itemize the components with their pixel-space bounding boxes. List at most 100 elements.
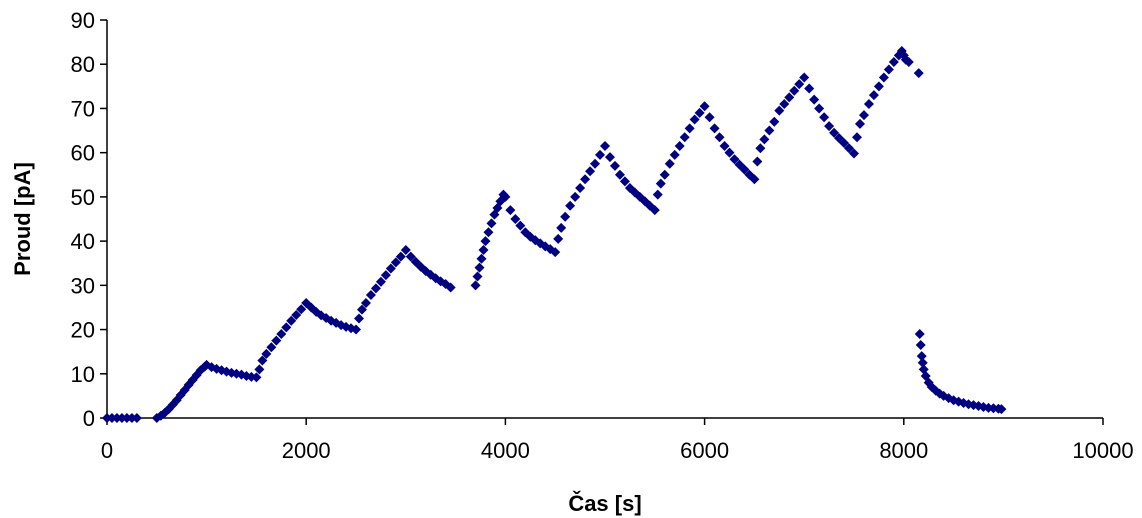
y-tick-label: 60 — [71, 141, 95, 166]
data-point — [749, 174, 760, 185]
data-point — [254, 364, 265, 375]
data-point — [585, 166, 596, 177]
data-point — [704, 112, 715, 123]
data-point — [395, 251, 406, 262]
y-tick-label: 30 — [71, 273, 95, 298]
data-point — [281, 322, 292, 333]
data-point — [996, 404, 1007, 415]
data-point — [565, 200, 576, 211]
data-point — [510, 214, 521, 224]
data-point — [476, 253, 487, 264]
y-axis-title: Proud [pA] — [10, 162, 35, 276]
y-ticks: 0 10 20 30 40 50 60 70 80 90 — [71, 8, 107, 431]
data-point — [483, 227, 494, 238]
data-point — [575, 183, 586, 194]
data-point — [276, 328, 287, 339]
data-point — [873, 81, 884, 92]
data-point — [664, 158, 675, 169]
data-point — [914, 328, 925, 339]
x-ticks: 0 2000 4000 6000 8000 10000 — [101, 418, 1134, 463]
data-point — [764, 125, 775, 136]
data-point — [353, 313, 364, 324]
data-point — [550, 247, 561, 258]
data-point — [729, 154, 740, 165]
data-point — [789, 85, 800, 96]
data-point — [809, 94, 820, 105]
data-point — [883, 64, 894, 75]
data-point — [560, 211, 571, 222]
data-point — [659, 169, 670, 180]
data-point — [365, 290, 376, 301]
y-tick-label: 90 — [71, 8, 95, 33]
data-point — [699, 101, 710, 112]
y-tick-label: 0 — [83, 406, 95, 431]
data-point — [868, 90, 879, 101]
data-point — [819, 112, 830, 123]
data-point — [858, 110, 869, 121]
data-point — [470, 280, 481, 291]
data-point — [774, 105, 785, 116]
data-point — [604, 152, 615, 163]
data-point — [669, 149, 680, 160]
data-point — [849, 148, 859, 159]
data-point — [794, 79, 805, 90]
data-point — [900, 54, 911, 65]
data-point — [799, 72, 810, 83]
data-point — [709, 123, 720, 134]
data-point — [474, 262, 485, 273]
data-point — [486, 218, 497, 229]
data-point — [478, 244, 489, 255]
data-point — [286, 315, 297, 326]
data-point — [595, 149, 606, 160]
data-point — [556, 222, 567, 233]
data-point — [609, 160, 620, 171]
data-point — [724, 147, 735, 158]
data-point — [266, 342, 277, 353]
data-point — [570, 191, 581, 202]
data-point — [851, 132, 862, 143]
data-point — [360, 298, 371, 309]
y-tick-label: 40 — [71, 229, 95, 254]
data-point — [694, 107, 705, 118]
y-tick-label: 70 — [71, 96, 95, 121]
data-point — [915, 340, 926, 351]
y-tick-label: 10 — [71, 362, 95, 387]
data-point — [829, 127, 840, 138]
data-point — [684, 123, 695, 134]
data-point — [903, 57, 914, 68]
data-point — [271, 335, 282, 346]
data-point — [917, 357, 928, 368]
data-point — [380, 270, 391, 281]
data-point — [590, 158, 601, 169]
y-tick-label: 80 — [71, 52, 95, 77]
data-point — [375, 276, 386, 287]
data-point — [445, 282, 456, 293]
data-point — [878, 72, 889, 83]
data-point — [814, 103, 825, 114]
data-point — [769, 116, 780, 127]
data-point — [739, 164, 750, 175]
y-tick-label: 20 — [71, 318, 95, 343]
data-points — [102, 45, 1007, 423]
x-tick-label: 8000 — [879, 438, 928, 463]
data-point — [779, 99, 790, 110]
data-point — [913, 68, 924, 79]
axes — [106, 20, 1103, 419]
data-point — [580, 174, 591, 185]
data-point — [679, 132, 690, 143]
data-point — [261, 348, 272, 359]
data-point — [505, 205, 516, 216]
data-point — [674, 141, 685, 152]
data-point — [356, 304, 367, 315]
data-point — [472, 271, 483, 282]
data-point — [689, 114, 700, 125]
data-point — [400, 244, 411, 255]
data-point — [405, 251, 416, 262]
data-point — [714, 132, 725, 143]
data-point — [652, 189, 663, 200]
data-point — [291, 309, 302, 320]
data-point — [553, 233, 564, 244]
data-point — [759, 134, 770, 145]
data-point — [719, 141, 730, 152]
